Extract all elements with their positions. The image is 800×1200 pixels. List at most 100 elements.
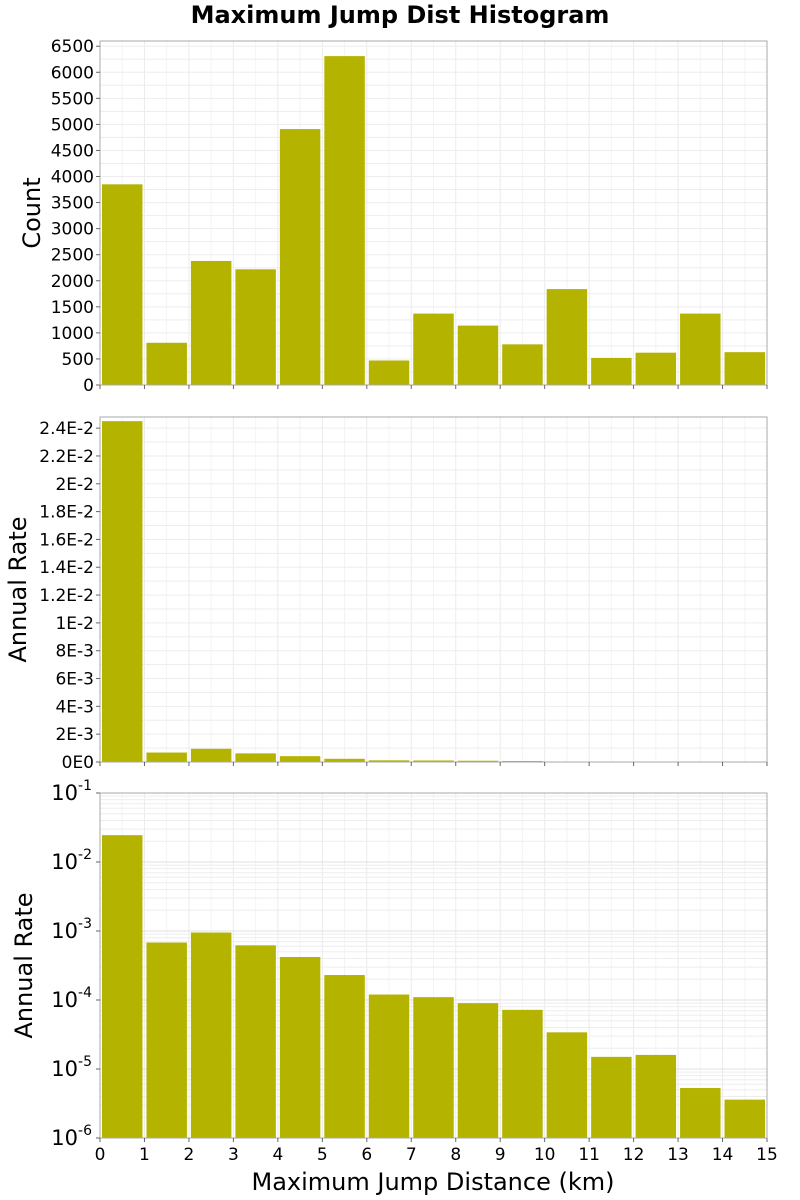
histogram-bar: [413, 760, 454, 762]
y-tick-label: 6000: [51, 63, 94, 83]
x-tick-label: 6: [361, 1145, 372, 1165]
y-tick-label: 1000: [51, 324, 94, 344]
x-axis: 0 1 2 3 4 5 6 7 8 9 10 11 12 13 14 15: [95, 1138, 778, 1165]
count-histogram-panel: 0 500 1000 1500 2000 2500 3000 3500 4000 4500 5000…: [18, 37, 768, 396]
histogram-bar: [724, 1099, 765, 1138]
x-tick-label: 5: [317, 1145, 328, 1165]
histogram-bar: [279, 956, 321, 1138]
histogram-bar: [146, 342, 187, 385]
x-tick-label: 7: [406, 1145, 417, 1165]
y-tick-label: 5000: [51, 115, 94, 135]
y-tick-label: 6E-3: [55, 670, 94, 690]
bars: [102, 56, 765, 386]
x-axis: [99, 385, 768, 389]
y-tick-label: 4000: [51, 168, 94, 188]
y-tick-label: 10-5: [51, 1054, 92, 1081]
histogram-bar: [680, 1088, 721, 1138]
histogram-bar: [457, 760, 499, 762]
y-tick-label: 10-6: [51, 1123, 92, 1150]
histogram-bar: [235, 753, 276, 762]
y-tick-label: 0: [83, 376, 94, 396]
x-tick-label: 0: [95, 1145, 106, 1165]
bars: [102, 421, 765, 762]
y-tick-label: 2500: [51, 246, 94, 266]
y-tick-label: 1.4E-2: [39, 558, 94, 578]
histogram-bar: [190, 748, 232, 762]
histogram-bar: [102, 421, 143, 762]
y-tick-label: 8E-3: [55, 642, 94, 662]
histogram-bar: [413, 313, 454, 385]
y-tick-label: 4500: [51, 141, 94, 161]
y-tick-label: 1.8E-2: [39, 503, 94, 523]
histogram-bar: [635, 352, 677, 385]
y-tick-label: 3000: [51, 220, 94, 240]
x-tick-label: 8: [450, 1145, 461, 1165]
y-tick-label: 2E-3: [55, 725, 94, 745]
histogram-bar: [591, 1056, 632, 1138]
x-tick-label: 15: [756, 1145, 778, 1165]
histogram-bar: [368, 760, 410, 762]
x-axis-label: Maximum Jump Distance (km): [252, 1168, 615, 1196]
histogram-bar: [546, 289, 588, 385]
y-axis-label: Count: [18, 177, 46, 248]
plot-frame: [99, 40, 768, 386]
histogram-bar: [502, 1009, 543, 1138]
histogram-bar: [368, 994, 410, 1138]
chart-title: Maximum Jump Dist Histogram: [191, 1, 610, 29]
y-tick-label: 10-4: [51, 985, 92, 1012]
annual-rate-linear-panel: 0E0 2E-3 4E-3 6E-3 8E-3 1E-2 1.2E-2 1.4E-2 1.6E-…: [4, 416, 768, 773]
x-tick-label: 11: [578, 1145, 600, 1165]
plot-frame: [99, 416, 768, 763]
plot-frame: [99, 792, 768, 1139]
y-tick-label: 0E0: [62, 753, 94, 773]
histogram-bar: [546, 1032, 588, 1138]
x-tick-label: 12: [623, 1145, 645, 1165]
y-tick-label: 500: [62, 350, 94, 370]
y-axis: 10-6 10-5 10-4 10-3 10-2 10-1: [51, 778, 100, 1150]
y-tick-label: 10-1: [51, 778, 92, 805]
histogram-bar: [680, 313, 721, 385]
y-tick-label: 2000: [51, 272, 94, 292]
y-axis-label: Annual Rate: [10, 892, 38, 1038]
histogram-bar: [190, 260, 232, 385]
x-axis: [99, 762, 768, 766]
y-axis-label: Annual Rate: [4, 516, 32, 662]
y-tick-label: 1500: [51, 298, 94, 318]
histogram-bar: [457, 1003, 499, 1138]
annual-rate-log-panel: 10-610-510-410-310-210-10 1 2 3 4 5 6 7 8 9 10 11 12…: [10, 778, 778, 1165]
y-axis: 0 500 1000 1500 2000 2500 3000 3500 4000 4500 5000…: [51, 37, 100, 396]
x-tick-label: 4: [272, 1145, 283, 1165]
histogram-bar: [502, 760, 543, 762]
histogram-bar: [324, 56, 365, 386]
y-tick-label: 1E-2: [55, 614, 94, 634]
y-tick-label: 2.4E-2: [39, 419, 94, 439]
histogram-bar: [324, 975, 365, 1138]
histogram-bar: [279, 756, 321, 762]
y-tick-label: 1.2E-2: [39, 586, 94, 606]
y-tick-label: 10-2: [51, 847, 92, 874]
histogram-bar: [146, 752, 187, 762]
y-tick-label: 5500: [51, 89, 94, 109]
histogram-bar: [502, 344, 543, 385]
x-tick-label: 3: [228, 1145, 239, 1165]
y-axis: 0E0 2E-3 4E-3 6E-3 8E-3 1E-2 1.2E-2 1.4E-2 1.6E-…: [39, 419, 100, 773]
histogram-bar: [102, 835, 143, 1138]
bars: [102, 835, 765, 1138]
y-tick-label: 10-3: [51, 916, 92, 943]
histogram-bar: [102, 184, 143, 385]
x-tick-label: 1: [139, 1145, 150, 1165]
histogram-bar: [635, 1054, 677, 1138]
histogram-bar: [368, 360, 410, 385]
y-tick-label: 2E-2: [55, 475, 94, 495]
y-tick-label: 6500: [51, 37, 94, 57]
histogram-bar: [146, 942, 187, 1138]
histogram-bar: [324, 758, 365, 762]
x-tick-label: 10: [534, 1145, 556, 1165]
x-tick-label: 13: [667, 1145, 689, 1165]
histogram-bar: [724, 352, 765, 385]
histogram-bar: [279, 129, 321, 385]
y-tick-label: 4E-3: [55, 697, 94, 717]
x-tick-label: 14: [712, 1145, 734, 1165]
histogram-bar: [235, 945, 276, 1138]
histogram-bar: [591, 357, 632, 385]
